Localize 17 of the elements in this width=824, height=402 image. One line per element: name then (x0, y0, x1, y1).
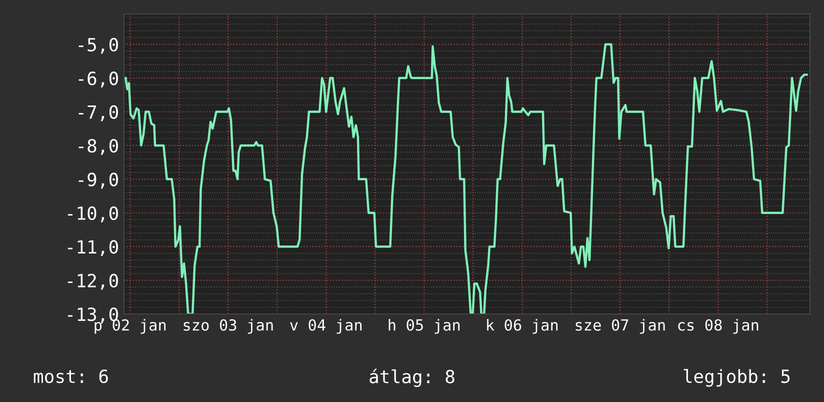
y-tick-label: -8,0 (78, 138, 118, 155)
x-tick-label: v 04 jan (290, 318, 362, 334)
text: legjobb: 5 (684, 369, 790, 387)
x-tick-label: sze 07 jan (576, 318, 665, 334)
y-tick-label: -10,0 (68, 206, 118, 222)
x-tick-label: k 06 jan (487, 318, 558, 334)
text: most: 6 (34, 370, 108, 384)
x-tick-label: szo 03 jan (184, 318, 273, 334)
y-tick-label: -6,0 (78, 72, 118, 88)
y-tick-label: -11,0 (68, 240, 118, 256)
y-tick-label: -9,0 (78, 172, 118, 189)
x-tick-label: h 05 jan (388, 318, 460, 334)
y-tick-label: -7,0 (78, 105, 118, 122)
y-tick-label: -12,0 (68, 274, 118, 290)
text: átlag: 8 (370, 368, 454, 388)
x-tick-label: cs 08 jan (678, 318, 758, 334)
y-tick-label: -5,0 (78, 38, 118, 54)
